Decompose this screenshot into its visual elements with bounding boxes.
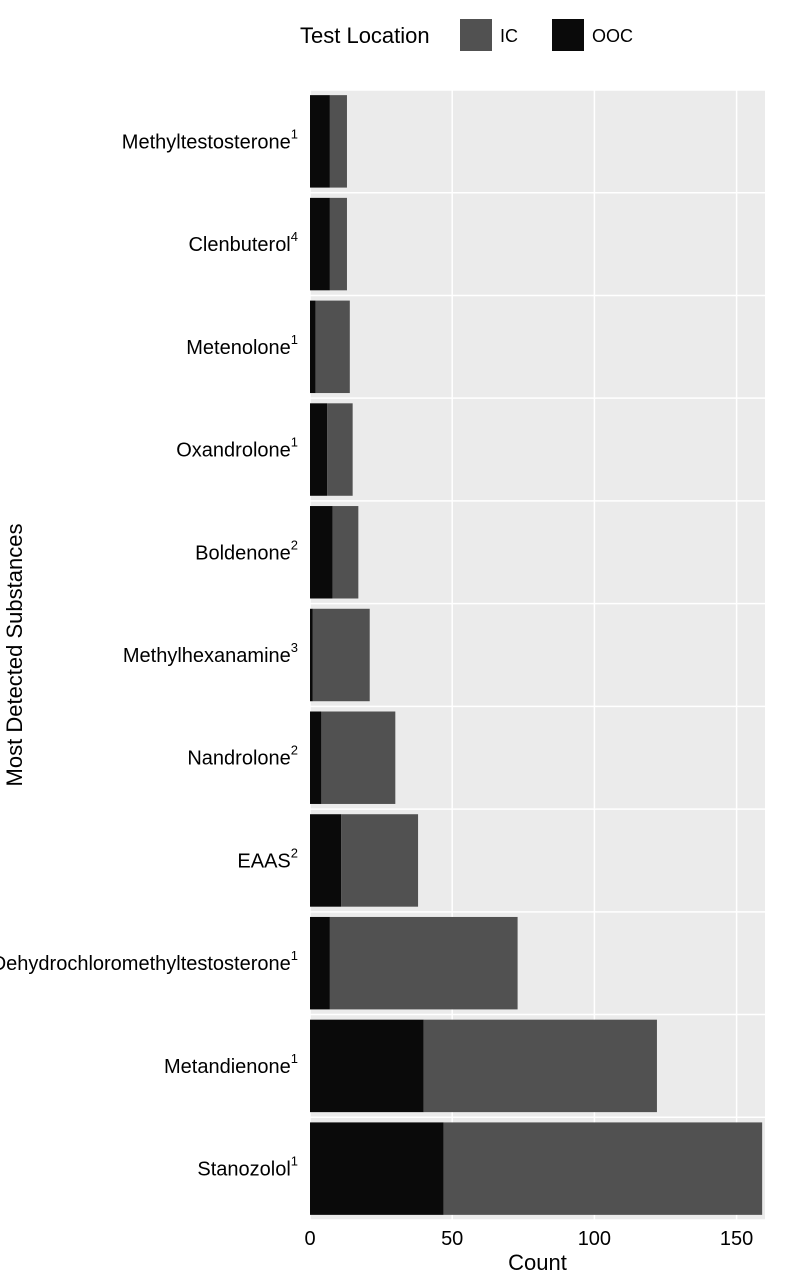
bar-segment-ic [327,403,353,495]
legend-item-label: IC [500,26,518,46]
bar-segment-ooc [310,506,333,598]
legend-item-label: OOC [592,26,633,46]
bar-segment-ic [341,814,418,906]
bar-segment-ooc [310,301,316,393]
legend: Test Location IC OOC [300,19,633,51]
y-tick-label: Clenbuterol4 [188,229,298,256]
y-tick-label: Methyltestosterone1 [122,126,298,153]
bar-segment-ic [330,198,347,290]
chart-svg: 0 50 100 150 Methyltestosterone1 Clenbuterol4… [0,0,787,1285]
bar-segment-ic [424,1020,657,1112]
bar-segment-ooc [310,814,341,906]
bar-segment-ic [330,95,347,187]
x-tick-label: 100 [578,1228,611,1250]
bar-segment-ooc [310,609,313,701]
bar-segment-ooc [310,917,330,1009]
y-tick-label: Methylhexanamine3 [123,640,298,667]
y-tick-label: Metandienone1 [164,1051,298,1078]
y-tick-label: Stanozolol1 [197,1154,298,1181]
y-axis-title: Most Detected Substances [2,524,27,787]
y-tick-label: Dehydrochloromethyltestosterone1 [0,948,298,975]
chart-container: 0 50 100 150 Methyltestosterone1 Clenbuterol4… [0,0,787,1285]
bar-segment-ooc [310,403,327,495]
bar-segment-ic [330,917,518,1009]
x-axis-title: Count [508,1250,567,1275]
y-tick-label: Metenolone1 [186,332,298,359]
bar-segment-ic [321,712,395,804]
bar-segment-ic [444,1122,763,1214]
bar-segment-ooc [310,1020,424,1112]
bar-segment-ic [316,301,350,393]
legend-title: Test Location [300,23,430,48]
y-tick-label: Nandrolone2 [187,743,298,770]
bar-segment-ooc [310,712,321,804]
bar-segment-ooc [310,198,330,290]
bar-segment-ooc [310,95,330,187]
x-tick-label: 150 [720,1228,753,1250]
bar-segment-ic [333,506,359,598]
x-tick-label: 0 [304,1228,315,1250]
bar-segment-ic [313,609,370,701]
y-tick-label: Oxandrolone1 [176,435,298,462]
x-tick-label: 50 [441,1228,463,1250]
bar-segment-ooc [310,1122,444,1214]
y-tick-label: Boldenone2 [195,537,298,564]
legend-swatch [460,19,492,51]
y-tick-label: EAAS2 [237,845,298,872]
legend-swatch [552,19,584,51]
